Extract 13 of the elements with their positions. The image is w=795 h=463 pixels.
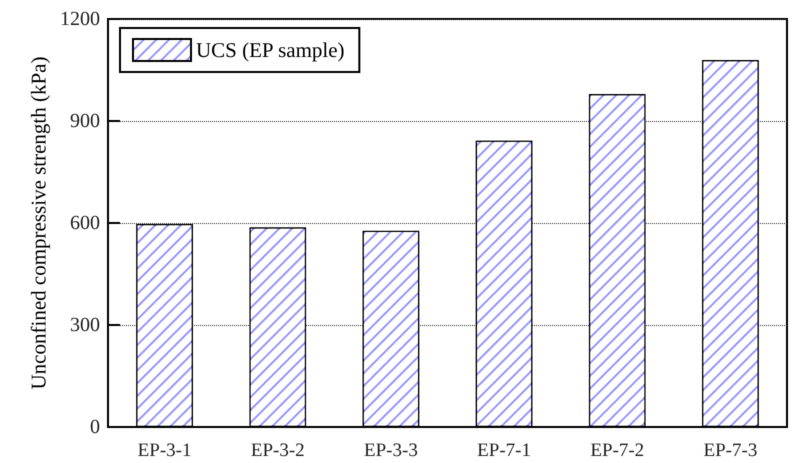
x-tick-label: EP-3-2 [250,440,305,461]
y-tick-label: 1200 [60,8,100,30]
y-tick-label: 900 [70,110,100,132]
x-tick-label: EP-3-1 [138,440,192,461]
y-tick-label: 0 [90,416,100,438]
y-tick-label: 300 [70,314,100,336]
y-axis-title: Unconfined compressive strength (kPa) [26,56,51,390]
x-tick-label: EP-7-1 [477,440,531,461]
x-tick-label: EP-7-3 [704,440,758,461]
x-tick-label: EP-7-2 [590,440,644,461]
x-tick-label: EP-3-3 [364,440,418,461]
legend-label: UCS (EP sample) [196,38,345,62]
y-tick-label: 600 [70,212,100,234]
